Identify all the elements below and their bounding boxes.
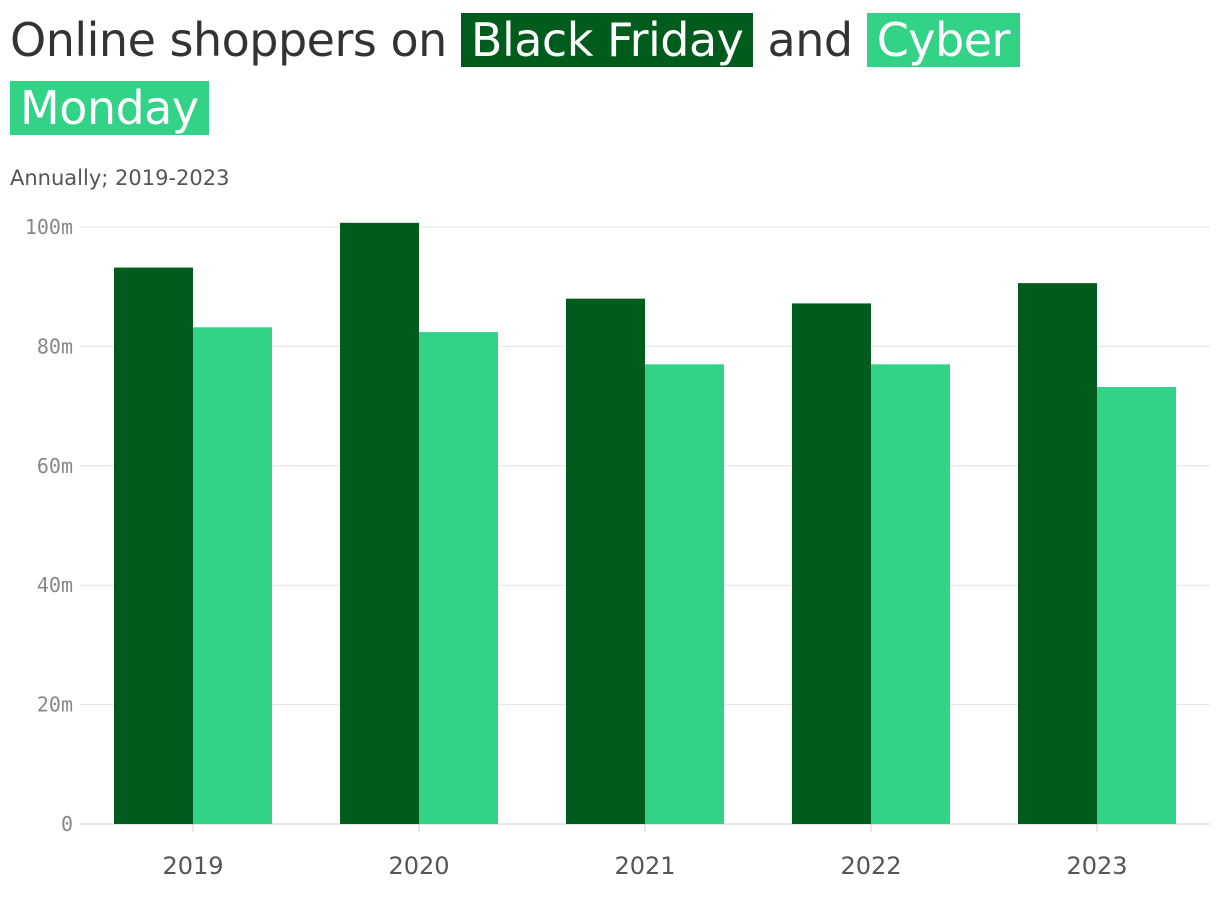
y-tick-label-60: 60m [37,454,73,478]
bar-black-friday-2023 [1018,283,1097,824]
x-tick-label-2019: 2019 [162,852,223,880]
title-prefix: Online shoppers on [10,13,447,67]
y-tick-label-100: 100m [25,215,73,239]
y-tick-label-0: 0 [61,812,73,836]
bar-cyber-monday-2019 [193,327,272,824]
bar-black-friday-2021 [566,298,645,824]
bar-black-friday-2022 [792,303,871,824]
bar-cyber-monday-2020 [419,332,498,824]
x-tick-label-2020: 2020 [388,852,449,880]
bar-cyber-monday-2022 [871,364,950,824]
x-tick-label-2021: 2021 [614,852,675,880]
bar-black-friday-2019 [114,267,193,824]
y-tick-label-40: 40m [37,573,73,597]
chart-title: Online shoppers on Black Friday and Cybe… [10,6,1190,142]
y-tick-label-20: 20m [37,693,73,717]
bar-cyber-monday-2023 [1097,386,1176,824]
x-tick-label-2022: 2022 [840,852,901,880]
x-tick-label-2023: 2023 [1066,852,1127,880]
title-black-friday-label: Black Friday [460,13,754,67]
chart-subtitle: Annually; 2019-2023 [10,166,230,190]
bar-cyber-monday-2021 [645,364,724,824]
title-middle: and [767,13,854,67]
bar-black-friday-2020 [340,222,419,825]
y-tick-label-80: 80m [37,334,73,358]
